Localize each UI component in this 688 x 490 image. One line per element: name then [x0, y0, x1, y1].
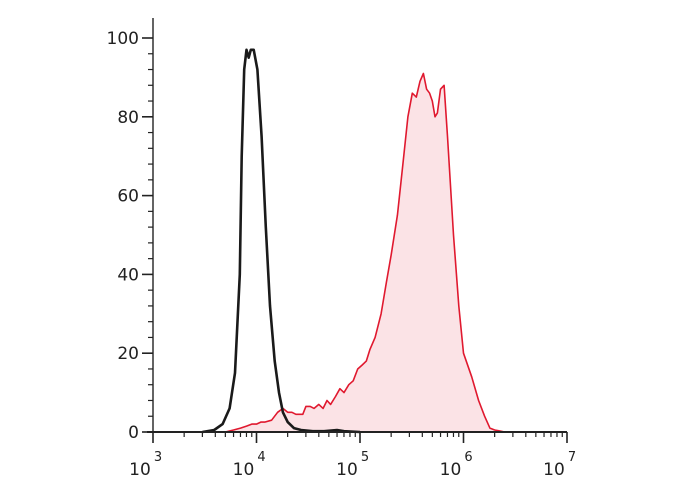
y-tick-label: 20 [117, 344, 139, 364]
y-tick-label: 80 [117, 108, 139, 128]
x-tick-exponent: 4 [257, 450, 265, 465]
y-tick-label: 60 [117, 187, 139, 207]
x-tick-exponent: 6 [464, 450, 472, 465]
x-tick-base: 10 [543, 460, 565, 480]
x-tick-base: 10 [336, 460, 358, 480]
red-series-area [225, 73, 513, 432]
x-tick-exponent: 5 [361, 450, 369, 465]
x-tick-base: 10 [440, 460, 462, 480]
red-series-line [225, 72, 513, 433]
y-tick-label: 40 [117, 265, 139, 285]
x-tick-exponent: 7 [568, 450, 576, 465]
y-tick-label: 100 [107, 29, 139, 49]
x-tick-base: 10 [233, 460, 255, 480]
y-axis-ticks: 0 20 40 60 80 100 [107, 29, 153, 443]
y-tick-label: 0 [128, 423, 139, 443]
x-tick-base: 10 [129, 460, 151, 480]
black-series-line [202, 48, 361, 434]
x-tick-exponent: 3 [154, 450, 162, 465]
